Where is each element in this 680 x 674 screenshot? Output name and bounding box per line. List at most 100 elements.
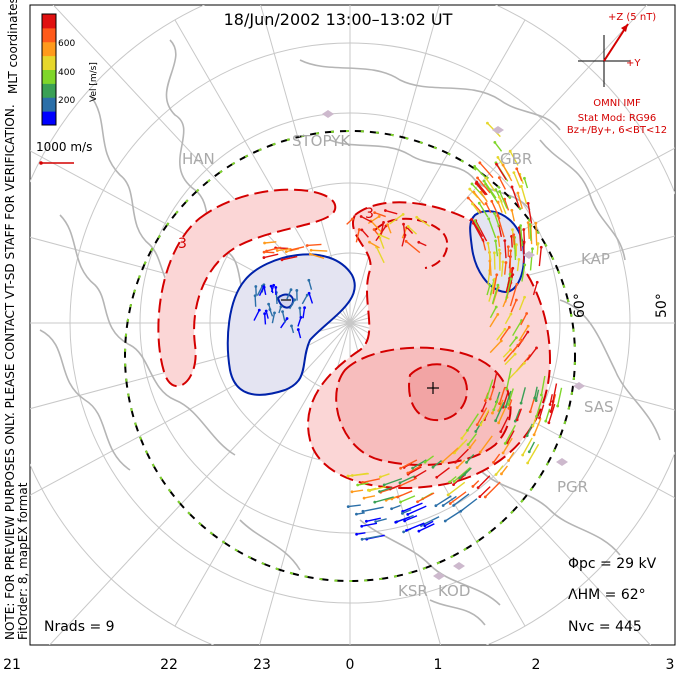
velocity-vector-origin: [446, 493, 450, 497]
velocity-vector: [509, 150, 519, 166]
velocity-vector-origin: [494, 473, 498, 476]
velocity-vector-origin: [483, 495, 487, 499]
velocity-vector: [453, 474, 466, 486]
station-label-sas: SAS: [584, 398, 614, 416]
velocity-vector: [386, 224, 392, 234]
velocity-vector: [480, 409, 490, 426]
velocity-vector-origin: [487, 217, 491, 221]
velocity-vector: [495, 163, 507, 181]
velocity-vector-origin: [400, 511, 404, 515]
colorbar-segment: [42, 69, 56, 84]
velocity-vector-origin: [535, 346, 538, 350]
velocity-vector-origin: [528, 410, 532, 414]
velocity-vector: [535, 223, 538, 246]
velocity-vector-origin: [494, 305, 498, 309]
velocity-vector-origin: [497, 195, 501, 199]
map-title: 18/Jun/2002 13:00–13:02 UT: [224, 10, 453, 29]
velocity-vector-origin: [262, 256, 266, 259]
velocity-vector: [529, 224, 532, 241]
velocity-vector: [498, 177, 507, 190]
velocity-vector: [449, 491, 467, 505]
velocity-vector-origin: [360, 524, 364, 528]
mlt-tick-22: 22: [160, 657, 178, 673]
velocity-vector: [467, 433, 478, 445]
velocity-vector-origin: [346, 474, 350, 478]
velocity-vector: [516, 168, 523, 182]
velocity-vector-origin: [510, 208, 514, 212]
velocity-vector: [385, 209, 398, 215]
velocity-vector: [403, 462, 413, 469]
velocity-vector-origin: [507, 459, 510, 462]
velocity-vector-origin: [511, 266, 515, 270]
fit-order-label: FitOrder: 8, mapEX format: [16, 482, 30, 640]
velocity-vector: [513, 234, 516, 246]
velocity-vector: [485, 177, 496, 192]
velocity-vector: [391, 504, 401, 510]
velocity-vector: [540, 375, 546, 396]
mlt-tick-21: 21: [3, 657, 21, 673]
velocity-vector: [280, 318, 288, 329]
velocity-vector-origin: [495, 273, 499, 277]
velocity-vector: [380, 473, 390, 478]
velocity-vector: [508, 337, 517, 347]
stat-lambda-hm: ΛHM = 62°: [568, 587, 646, 603]
velocity-vector-origin: [460, 436, 464, 440]
velocity-vector: [385, 495, 398, 501]
velocity-vector: [550, 401, 555, 412]
velocity-vector: [493, 213, 500, 228]
velocity-vector: [527, 443, 540, 464]
mlt-tick-23: 23: [253, 657, 271, 673]
velocity-vector: [348, 504, 361, 508]
velocity-vector: [374, 496, 394, 503]
velocity-vector: [509, 250, 512, 274]
velocity-vector-origin: [477, 201, 481, 205]
velocity-vector: [347, 472, 369, 477]
velocity-vector: [402, 502, 423, 513]
potential-maximum-marker: [427, 382, 439, 394]
velocity-vector: [494, 142, 503, 152]
velocity-vector: [491, 284, 499, 305]
velocity-vector: [511, 210, 515, 222]
station-label-stopyk: STOPYK: [292, 132, 351, 150]
velocity-vector: [454, 448, 469, 463]
velocity-vector-origin: [521, 453, 525, 457]
velocity-vector-origin: [510, 185, 514, 189]
velocity-vector: [536, 243, 539, 255]
velocity-vector: [520, 313, 528, 326]
velocity-vector-origin: [307, 291, 311, 295]
velocity-vector: [494, 240, 499, 257]
velocity-vector-origin: [293, 298, 297, 302]
velocity-vector-origin: [476, 486, 480, 490]
velocity-vector: [472, 222, 485, 243]
velocity-vector: [414, 469, 427, 478]
velocity-vector-origin: [514, 298, 518, 302]
coastlines: [39, 39, 661, 626]
velocity-vector: [484, 183, 499, 205]
velocity-vector-origin: [281, 310, 284, 314]
velocity-vector: [369, 485, 387, 492]
velocity-vector-origin: [448, 480, 451, 484]
velocity-vector: [356, 512, 365, 515]
velocity-vector: [307, 243, 322, 247]
velocity-vector: [506, 430, 515, 444]
velocity-vector-origin: [522, 361, 526, 365]
velocity-vector: [406, 522, 425, 532]
velocity-vector: [484, 481, 501, 498]
velocity-vector: [301, 294, 308, 305]
velocity-vector-origin: [264, 309, 268, 313]
velocity-vector-origin: [500, 472, 503, 476]
velocity-vector-origin: [474, 430, 478, 433]
velocity-vector-origin: [506, 245, 510, 249]
velocity-vector-origin: [490, 199, 494, 203]
velocity-vector: [395, 516, 411, 523]
velocity-vector-origin: [519, 401, 523, 405]
vector-scale-label: 1000 m/s: [36, 140, 92, 154]
velocity-vector: [492, 453, 501, 463]
velocity-vector-origin: [496, 235, 500, 239]
velocity-vector: [416, 216, 431, 227]
velocity-vector-origin: [453, 460, 457, 464]
velocity-vector: [477, 177, 491, 194]
velocity-vector-origin: [267, 302, 271, 306]
latitude-label-60: 60°: [572, 293, 588, 318]
mlt-tick-2: 2: [532, 657, 541, 673]
